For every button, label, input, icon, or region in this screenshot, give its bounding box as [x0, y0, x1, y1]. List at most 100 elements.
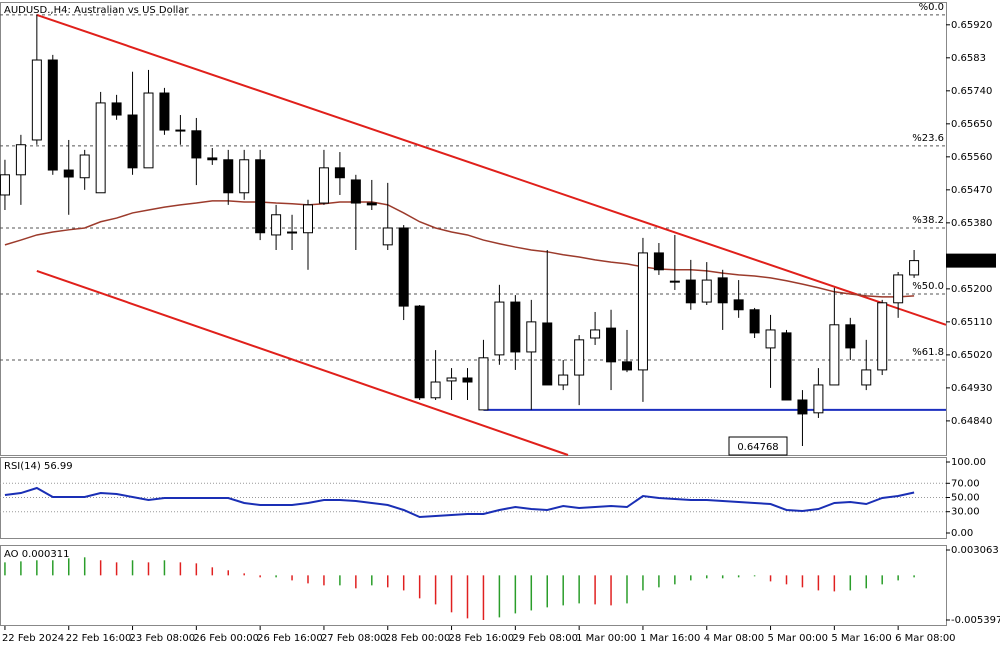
indicator-title: AO 0.000311 [4, 549, 69, 560]
annotation: 0.64768 [737, 442, 778, 453]
y-tick-label: -0.005397 [951, 615, 1000, 626]
candle-body [271, 214, 282, 236]
candle-body [653, 252, 664, 271]
candle-body [478, 357, 489, 411]
y-tick-label: 0.65650 [951, 119, 992, 130]
candle-body [621, 361, 632, 371]
chart-title: AUDUSD.,H4: Australian vs US Dollar [4, 5, 189, 16]
candle-body [590, 329, 601, 339]
y-tick-label: 0.003063 [951, 545, 999, 556]
candle-body [749, 309, 760, 334]
fib-label: %61.8 [912, 347, 944, 358]
candle-body [63, 169, 74, 178]
candle-body [861, 369, 872, 386]
x-tick-label: 28 Feb 00:00 [385, 633, 451, 644]
x-tick-label: 1 Mar 00:00 [576, 633, 636, 644]
candle-body [542, 322, 553, 386]
candle-body [159, 92, 170, 131]
rsi-line [4, 486, 915, 519]
candle-body [733, 299, 744, 311]
y-tick-label: 50.00 [951, 493, 980, 504]
candle-body [558, 374, 569, 386]
candle-body [31, 59, 42, 141]
y-tick-label: 0.65740 [951, 86, 992, 97]
candle-body [574, 339, 585, 376]
x-tick-label: 28 Feb 16:00 [449, 633, 515, 644]
x-tick-label: 23 Feb 08:00 [130, 633, 196, 644]
y-tick-label: 0.65110 [951, 317, 992, 328]
y-tick-label: 100.00 [951, 457, 986, 468]
candle-body [893, 274, 904, 304]
price-tag [946, 253, 996, 268]
candle-body [191, 130, 202, 159]
candle-body [637, 252, 648, 371]
y-tick-label: 70.00 [951, 478, 980, 489]
x-tick-label: 27 Feb 08:00 [321, 633, 387, 644]
x-tick-label: 22 Feb 2024 [2, 633, 64, 644]
candle-body [318, 167, 329, 204]
moving-average [4, 200, 915, 298]
y-tick-label: 0.65200 [951, 284, 992, 295]
y-tick-label: 0.65380 [951, 218, 992, 229]
fib-label: %0.0 [919, 2, 944, 13]
candle-body [462, 377, 473, 383]
y-tick-label: 0.65560 [951, 152, 992, 163]
indicator-title: RSI(14) 56.99 [4, 461, 73, 472]
candle-body [414, 305, 425, 399]
candle-body [382, 227, 393, 246]
x-tick-label: 4 Mar 08:00 [704, 633, 764, 644]
candle-body [287, 231, 298, 234]
main-pane [0, 2, 947, 456]
candle-body [446, 377, 457, 382]
candle-body [398, 227, 409, 307]
x-tick-label: 26 Feb 16:00 [257, 633, 323, 644]
candle-body [526, 321, 537, 353]
candle-body [239, 159, 250, 194]
candle-body [223, 159, 234, 194]
x-tick-label: 29 Feb 08:00 [512, 633, 578, 644]
candle-body [334, 167, 345, 179]
candle-body [797, 399, 808, 415]
candle-body [302, 204, 313, 234]
price-tag-label: 0.65277 [950, 256, 991, 267]
y-tick-label: 0.64840 [951, 416, 992, 427]
candle-body [111, 102, 122, 116]
candle-body [877, 302, 888, 371]
y-tick-label: 0.65920 [951, 20, 992, 31]
candle-body [95, 102, 106, 194]
candle-body [781, 332, 792, 401]
candle-body [510, 301, 521, 353]
candle-body [175, 129, 186, 132]
x-tick-label: 5 Mar 16:00 [831, 633, 891, 644]
candle-body [813, 384, 824, 414]
candle-body [15, 144, 26, 176]
x-tick-label: 5 Mar 00:00 [768, 633, 828, 644]
y-tick-label: 0.6583 [951, 53, 986, 64]
candle-body [79, 154, 90, 179]
candle-body [765, 329, 776, 349]
y-tick-label: 0.65020 [951, 350, 992, 361]
trend-line [36, 269, 569, 456]
candle-body [127, 114, 138, 169]
trend-line [36, 13, 947, 326]
candle-body [829, 324, 840, 386]
y-tick-label: 30.00 [951, 507, 980, 518]
candle-body [845, 324, 856, 349]
candle-body [669, 280, 680, 283]
candle-body [494, 301, 505, 356]
fib-label: %50.0 [912, 281, 944, 292]
candle-body [207, 157, 218, 161]
fib-label: %23.6 [912, 133, 944, 144]
candle-body [350, 179, 361, 204]
candle-body [255, 159, 266, 234]
x-tick-label: 22 Feb 16:00 [66, 633, 132, 644]
x-tick-label: 1 Mar 16:00 [640, 633, 700, 644]
x-tick-label: 26 Feb 00:00 [193, 633, 259, 644]
y-tick-label: 0.00 [951, 528, 973, 539]
ao-pane [0, 545, 947, 626]
candle-body [143, 92, 154, 169]
candle-body [47, 59, 58, 171]
x-tick-label: 6 Mar 08:00 [895, 633, 955, 644]
candle-body [701, 279, 712, 303]
y-tick-label: 0.65470 [951, 185, 992, 196]
